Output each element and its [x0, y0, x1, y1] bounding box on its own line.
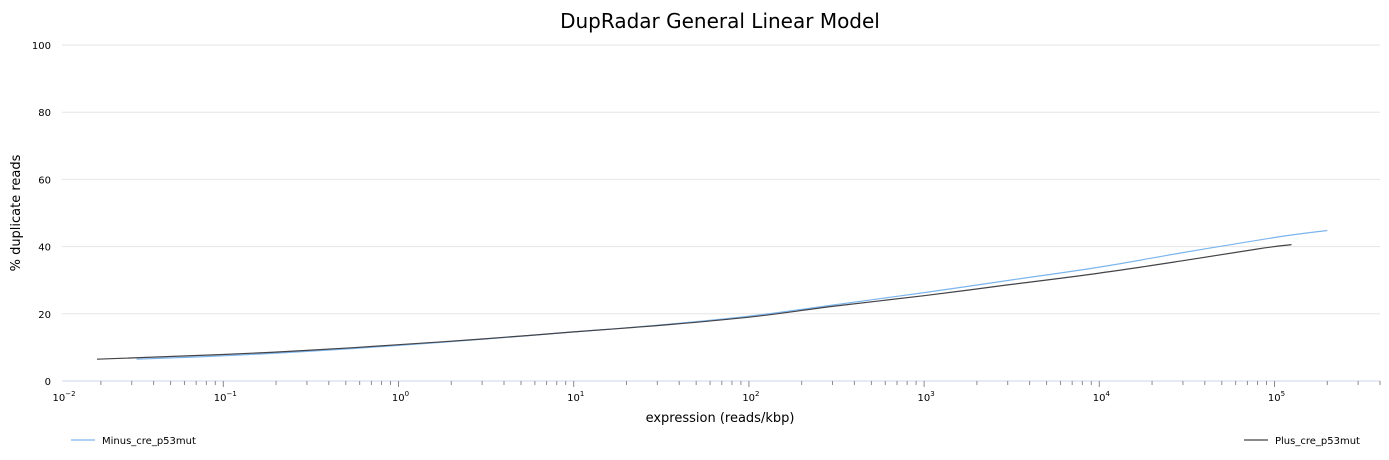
x-axis	[62, 380, 1381, 387]
legend-item-Minus_cre_p53mut[interactable]: Minus_cre_p53mut	[71, 436, 196, 447]
y-axis-tick-labels: 0 20 40 60 80 100	[32, 41, 51, 388]
legend[interactable]: Minus_cre_p53mut Plus_cre_p53mut	[71, 436, 1360, 447]
y-tick-label-20: 20	[38, 310, 51, 321]
gridlines	[62, 44, 1380, 315]
x-tick-label-0: 100	[392, 390, 409, 404]
legend-item-Plus_cre_p53mut[interactable]: Plus_cre_p53mut	[1244, 436, 1360, 447]
x-tick-label-5: 105	[1268, 390, 1285, 404]
x-tick-label-−2: 10−2	[52, 390, 75, 404]
series-line-Plus_cre_p53mut	[96, 244, 1292, 360]
legend-label: Minus_cre_p53mut	[102, 436, 196, 447]
y-tick-label-80: 80	[38, 108, 51, 119]
series-line-Minus_cre_p53mut	[136, 229, 1328, 360]
x-axis-title: expression (reads/kbp)	[646, 411, 795, 426]
y-tick-label-0: 0	[45, 377, 51, 388]
x-axis-tick-labels: 10−2 10−1 100 101 102 103 104 105	[52, 390, 1285, 404]
x-tick-label-2: 102	[742, 390, 759, 404]
series-lines	[96, 229, 1328, 360]
x-tick-label-3: 103	[918, 390, 935, 404]
chart-title: DupRadar General Linear Model	[560, 9, 880, 33]
y-tick-label-40: 40	[38, 243, 51, 254]
y-tick-label-60: 60	[38, 175, 51, 186]
legend-label: Plus_cre_p53mut	[1275, 436, 1360, 447]
y-tick-label-100: 100	[32, 41, 51, 52]
x-tick-label-−1: 10−1	[214, 390, 237, 404]
y-axis-title: % duplicate reads	[9, 154, 24, 271]
x-tick-label-1: 101	[567, 390, 584, 404]
x-tick-label-4: 104	[1093, 390, 1111, 404]
